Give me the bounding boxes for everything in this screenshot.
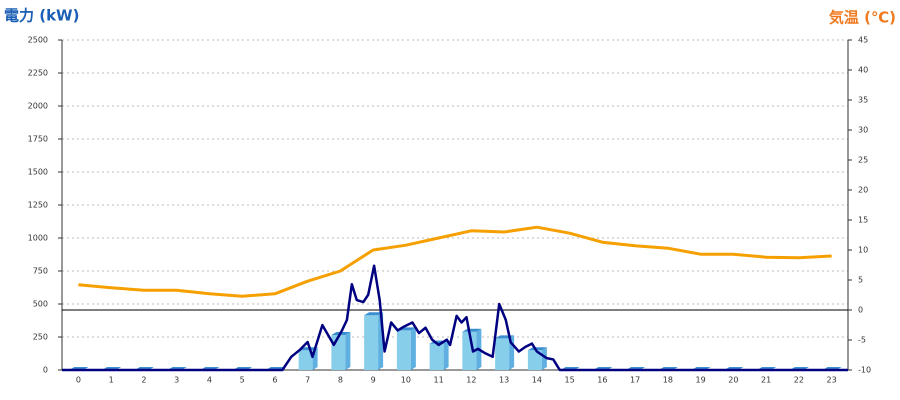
y-tick-label: 250 <box>33 333 48 342</box>
x-tick-label: 23 <box>827 376 837 385</box>
x-tick-label: 7 <box>305 376 310 385</box>
temperature-line <box>78 225 832 298</box>
bar-side <box>443 340 449 370</box>
bar <box>462 331 477 370</box>
x-tick-label: 1 <box>109 376 114 385</box>
bar-side <box>541 347 547 370</box>
bar-top <box>527 347 547 351</box>
y-tick-label: 1750 <box>28 135 48 144</box>
x-tick-label: 13 <box>499 376 509 385</box>
x-tick-label: 16 <box>597 376 607 385</box>
bar <box>429 343 444 370</box>
y2-tick-label: -10 <box>858 366 871 375</box>
x-tick-label: 2 <box>141 376 146 385</box>
power-line <box>62 264 848 372</box>
bar-top <box>462 328 482 332</box>
y-tick-label: 2000 <box>28 102 48 111</box>
x-tick-label: 19 <box>696 376 706 385</box>
x-tick-label: 5 <box>240 376 245 385</box>
y-tick-label: 1250 <box>28 201 48 210</box>
bar <box>396 330 411 370</box>
y2-tick-label: 45 <box>858 36 868 45</box>
y2-tick-label: 30 <box>858 126 868 135</box>
bar-top <box>364 312 384 316</box>
y-tick-label: 2250 <box>28 69 48 78</box>
bar <box>298 350 313 370</box>
y2-tick-label: 20 <box>858 186 868 195</box>
x-tick-label: 21 <box>761 376 771 385</box>
x-tick-label: 6 <box>272 376 277 385</box>
x-tick-label: 14 <box>532 376 542 385</box>
x-tick-label: 9 <box>371 376 376 385</box>
x-tick-label: 17 <box>630 376 640 385</box>
x-tick-label: 10 <box>401 376 411 385</box>
y2-tick-label: 5 <box>858 276 863 285</box>
left-axis-title: 電力 (kW) <box>4 7 79 25</box>
y-tick-label: 0 <box>43 366 48 375</box>
x-tick-label: 0 <box>76 376 81 385</box>
y-tick-label: 500 <box>33 300 48 309</box>
y2-tick-label: 0 <box>858 306 863 315</box>
bar <box>527 350 542 370</box>
bar-side <box>345 332 351 370</box>
x-tick-label: 3 <box>174 376 179 385</box>
bar <box>331 335 346 370</box>
y2-tick-label: -5 <box>858 336 866 345</box>
bar <box>364 315 379 370</box>
x-tick-label: 11 <box>434 376 444 385</box>
y2-tick-label: 10 <box>858 246 868 255</box>
bar <box>495 338 510 370</box>
y2-tick-label: 25 <box>858 156 868 165</box>
bar-side <box>410 327 416 370</box>
x-tick-label: 4 <box>207 376 212 385</box>
y2-tick-label: 15 <box>858 216 868 225</box>
y-tick-label: 2500 <box>28 36 48 45</box>
x-tick-label: 18 <box>663 376 673 385</box>
x-tick-label: 20 <box>728 376 738 385</box>
y-tick-label: 750 <box>33 267 48 276</box>
x-tick-label: 22 <box>794 376 804 385</box>
y2-tick-label: 35 <box>858 96 868 105</box>
right-axis-title: 気温 (℃) <box>829 9 896 27</box>
x-tick-label: 8 <box>338 376 343 385</box>
x-tick-label: 15 <box>565 376 575 385</box>
x-tick-label: 12 <box>466 376 476 385</box>
y2-tick-label: 40 <box>858 66 868 75</box>
y-tick-label: 1000 <box>28 234 48 243</box>
y-tick-label: 1500 <box>28 168 48 177</box>
